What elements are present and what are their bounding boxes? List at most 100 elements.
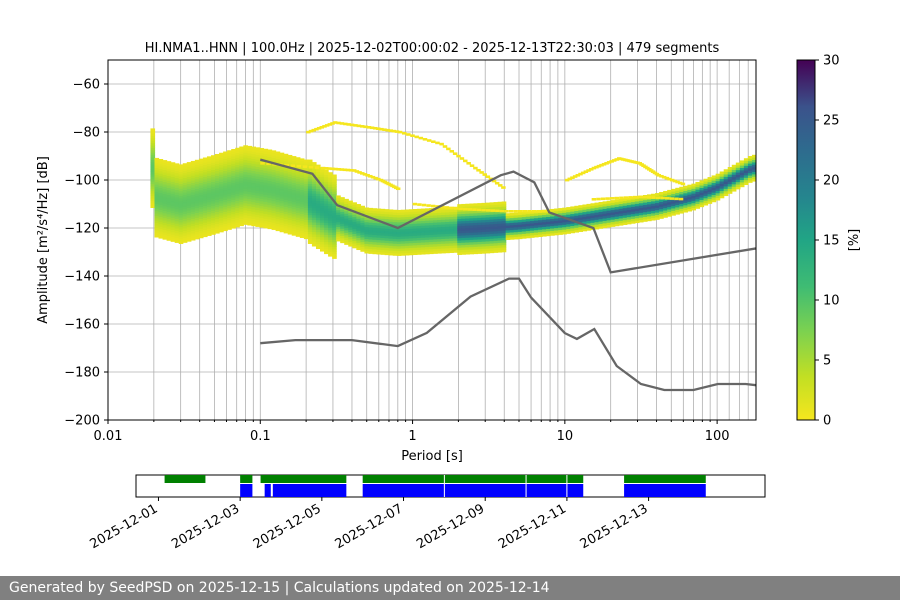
heatmap-cell <box>412 225 418 229</box>
heatmap-cell <box>174 168 180 171</box>
heatmap-cell <box>162 234 168 238</box>
heatmap-cell <box>299 194 305 198</box>
colorbar-tick-label: 25 <box>823 114 840 129</box>
heatmap-cell <box>699 201 705 205</box>
heatmap-cell <box>437 248 442 252</box>
heatmap-cell <box>202 212 208 216</box>
heatmap-cell <box>441 207 446 211</box>
heatmap-cell <box>743 165 749 169</box>
heatmap-cell <box>687 189 693 193</box>
heatmap-cell <box>150 138 156 141</box>
heatmap-cell <box>206 158 212 162</box>
heatmap-cell <box>400 209 406 213</box>
heatmap-cell <box>320 212 325 216</box>
heatmap-cell <box>150 164 156 168</box>
heatmap-cell <box>279 188 285 192</box>
heatmap-cell <box>320 236 325 240</box>
heatmap-cell <box>211 200 216 204</box>
heatmap-cell <box>219 193 224 197</box>
heatmap-cell <box>651 198 656 202</box>
heatmap-cell <box>461 215 466 219</box>
heatmap-cell <box>501 223 507 226</box>
heatmap-cell <box>461 225 466 229</box>
heatmap-cell <box>158 214 164 217</box>
heatmap-cell <box>206 211 212 215</box>
colorbar-tick-label: 30 <box>823 54 840 69</box>
heatmap-cell <box>501 213 507 217</box>
heatmap-cell <box>562 222 567 225</box>
heatmap-cell <box>223 185 228 188</box>
heatmap-cell <box>211 210 216 214</box>
heatmap-cell <box>590 208 596 211</box>
heatmap-cell <box>578 172 583 176</box>
heatmap-cell <box>219 179 224 182</box>
heatmap-cell <box>194 212 200 216</box>
heatmap-cell <box>307 190 313 194</box>
heatmap-cell <box>429 220 434 223</box>
heatmap-cell <box>655 207 660 211</box>
heatmap-cell <box>324 184 329 187</box>
heatmap-cell <box>291 160 297 164</box>
heatmap-cell <box>477 219 483 223</box>
heatmap-cell <box>206 194 212 198</box>
heatmap-cell <box>352 211 357 215</box>
heatmap-cell <box>166 187 172 191</box>
heatmap-cell <box>396 253 402 256</box>
heatmap-cell <box>223 223 228 227</box>
heatmap-cell <box>610 224 616 227</box>
heatmap-cell <box>384 237 390 241</box>
heatmap-cell <box>227 159 232 163</box>
heatmap-cell <box>609 160 614 163</box>
heatmap-cell <box>497 218 503 222</box>
heatmap-cell <box>437 210 442 213</box>
heatmap-cell <box>628 196 633 199</box>
heatmap-cell <box>590 224 596 228</box>
heatmap-cell <box>174 223 180 227</box>
heatmap-cell <box>231 161 236 164</box>
heatmap-cell <box>319 126 325 129</box>
heatmap-cell <box>263 220 269 224</box>
heatmap-cell <box>202 234 208 238</box>
heatmap-cell <box>324 248 329 252</box>
heatmap-cell <box>538 234 543 237</box>
heatmap-cell <box>154 160 160 164</box>
heatmap-cell <box>332 253 337 257</box>
heatmap-cell <box>186 210 192 213</box>
heatmap-cell <box>348 214 353 218</box>
heatmap-cell <box>287 154 293 158</box>
heatmap-cell <box>194 217 200 221</box>
heatmap-cell <box>174 237 180 241</box>
heatmap-cell <box>190 235 196 239</box>
heatmap-cell <box>198 194 204 198</box>
heatmap-cell <box>404 211 410 215</box>
heatmap-cell <box>344 227 349 231</box>
heatmap-cell <box>251 168 257 172</box>
heatmap-cell <box>606 222 612 226</box>
heatmap-cell <box>223 221 228 224</box>
heatmap-cell <box>328 177 333 180</box>
heatmap-cell <box>263 206 269 210</box>
heatmap-cell <box>170 186 176 190</box>
heatmap-cell <box>219 215 224 218</box>
heatmap-cell <box>332 244 337 247</box>
heatmap-cell <box>202 224 208 228</box>
heatmap-cell <box>198 161 204 164</box>
heatmap-cell <box>465 239 470 243</box>
heatmap-cell <box>311 171 317 175</box>
heatmap-cell <box>489 247 495 251</box>
heatmap-cell <box>578 212 584 216</box>
heatmap-cell <box>707 191 713 195</box>
heatmap-cell <box>328 232 333 236</box>
heatmap-cell <box>340 218 345 222</box>
heatmap-cell <box>477 210 483 214</box>
heatmap-cell <box>513 219 519 223</box>
heatmap-cell <box>359 125 365 128</box>
heatmap-cell <box>328 225 333 228</box>
heatmap-cell <box>663 200 668 204</box>
heatmap-cell <box>275 187 281 191</box>
heatmap-cell <box>291 165 297 169</box>
heatmap-cell <box>396 231 402 235</box>
heatmap-cell <box>211 203 216 207</box>
heatmap-cell <box>501 239 507 243</box>
heatmap-cell <box>166 168 172 172</box>
